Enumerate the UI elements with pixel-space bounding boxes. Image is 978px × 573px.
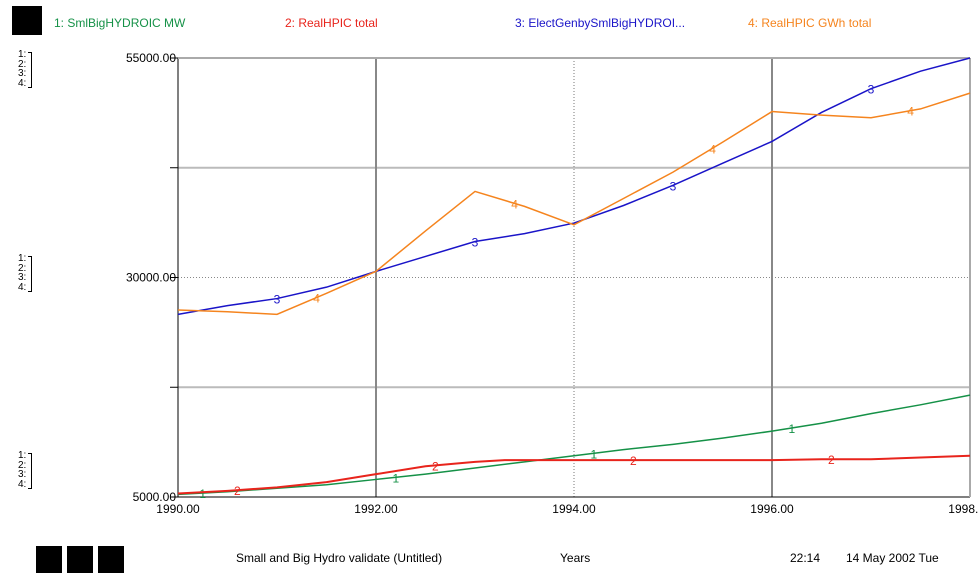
x-tick-label: 1990.00 (156, 502, 200, 516)
scale-key-1: 1: (18, 253, 27, 264)
scale-key-2: 2: (18, 58, 27, 70)
scale-key-3: 3: (18, 272, 27, 283)
series-marker-1: 1 (199, 487, 206, 501)
scale-key-1: 1: (18, 450, 27, 461)
chart-frame (170, 57, 971, 498)
corner-block-icon (12, 6, 42, 35)
y-tick-label: 30000.00 (126, 271, 176, 285)
series-marker-3: 3 (274, 293, 281, 307)
series-marker-1: 1 (590, 447, 597, 461)
series-line-1 (177, 394, 971, 496)
scale-bracket-top (28, 52, 32, 88)
scale-key-3: 3: (18, 68, 27, 79)
y-tick-label: 55000.00 (126, 51, 176, 65)
series-marker-2: 2 (828, 453, 835, 467)
series-line-3 (177, 57, 971, 316)
x-tick-label: 1992.00 (354, 502, 398, 516)
page-lock-button[interactable] (67, 546, 93, 573)
chart-series: 1 1 1 1 2 2 2 2 3 3 3 3 4 4 4 4 (177, 57, 971, 501)
graph-title: Small and Big Hydro validate (Untitled) (236, 551, 443, 565)
page-forward-button[interactable] (98, 546, 124, 573)
series-line-4 (177, 92, 971, 316)
series-marker-3: 3 (472, 236, 479, 250)
y-tick-label: 5000.00 (133, 490, 177, 504)
x-tick-label: 1998.00 (948, 502, 978, 516)
footer-date: 14 May 2002 Tue (846, 551, 939, 565)
scale-key-1: 1: (18, 49, 27, 60)
series-line-2 (177, 454, 971, 495)
x-tick-label: 1994.00 (552, 502, 596, 516)
series-marker-1: 1 (788, 422, 795, 436)
footer-time: 22:14 (790, 551, 821, 565)
scale-key-4: 4: (18, 77, 27, 89)
legend-item-4: 4: RealHPIC GWh total (748, 16, 872, 30)
x-axis-unit: Years (560, 551, 591, 565)
scale-key-4: 4: (18, 478, 27, 490)
series-marker-3: 3 (670, 179, 677, 193)
series-marker-4: 4 (313, 292, 320, 306)
scale-key-4: 4: (18, 281, 27, 293)
y-axis-ticks: 55000.00 30000.00 5000.00 (126, 51, 176, 504)
chart-grid (170, 58, 970, 497)
scale-key-top: 1: 2: 3: 4: (18, 50, 26, 88)
series-marker-3: 3 (868, 83, 875, 97)
series-marker-4: 4 (907, 105, 914, 119)
scale-key-3: 3: (18, 469, 27, 480)
scale-key-2: 2: (18, 262, 27, 274)
x-axis-ticks: 1990.00 1992.00 1994.00 1996.00 1998.00 (156, 502, 978, 516)
series-marker-2: 2 (432, 459, 439, 473)
legend-item-1: 1: SmlBigHYDROIC MW (54, 16, 186, 30)
scale-bracket-bottom (28, 453, 32, 489)
scale-key-2: 2: (18, 459, 27, 471)
series-marker-4: 4 (709, 142, 716, 156)
scale-key-bottom: 1: 2: 3: 4: (18, 451, 26, 489)
series-marker-2: 2 (234, 484, 241, 498)
series-marker-2: 2 (630, 454, 637, 468)
series-marker-4: 4 (511, 197, 518, 211)
legend-item-3: 3: ElectGenbySmlBigHYDROI... (515, 16, 686, 30)
x-tick-label: 1996.00 (750, 502, 794, 516)
page-back-button[interactable] (36, 546, 62, 573)
scale-key-middle: 1: 2: 3: 4: (18, 254, 26, 292)
legend-item-2: 2: RealHPIC total (285, 16, 378, 30)
series-marker-1: 1 (392, 471, 399, 485)
scale-bracket-middle (28, 256, 32, 292)
